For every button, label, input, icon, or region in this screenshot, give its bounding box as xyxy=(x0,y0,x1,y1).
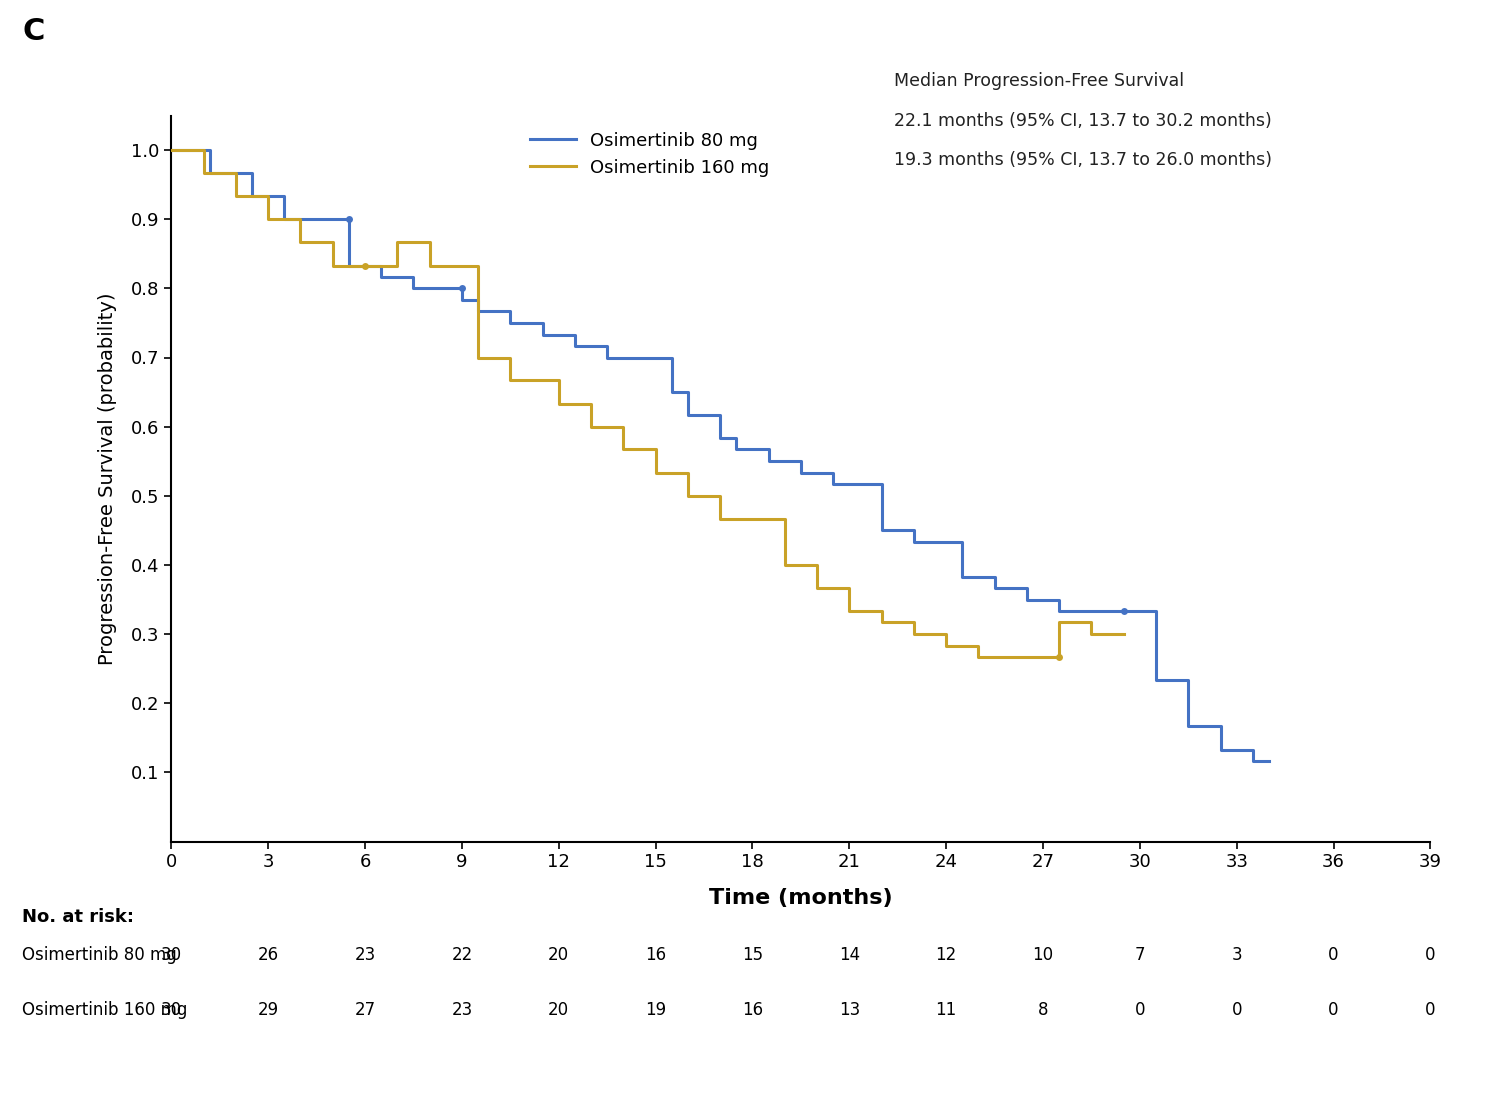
Text: 22: 22 xyxy=(451,946,472,964)
Y-axis label: Progression-Free Survival (probability): Progression-Free Survival (probability) xyxy=(98,293,118,664)
Text: 14: 14 xyxy=(839,946,860,964)
Text: No. at risk:: No. at risk: xyxy=(22,908,134,925)
Text: 19: 19 xyxy=(645,1001,666,1019)
Text: 20: 20 xyxy=(548,1001,569,1019)
Text: 0: 0 xyxy=(1231,1001,1243,1019)
Text: Osimertinib 160 mg: Osimertinib 160 mg xyxy=(22,1001,188,1019)
Text: 26: 26 xyxy=(258,946,279,964)
Text: 23: 23 xyxy=(451,1001,472,1019)
Text: 7: 7 xyxy=(1134,946,1146,964)
Text: 0: 0 xyxy=(1328,1001,1340,1019)
Text: 22.1 months (95% CI, 13.7 to 30.2 months): 22.1 months (95% CI, 13.7 to 30.2 months… xyxy=(894,112,1272,130)
Text: Median Progression-Free Survival: Median Progression-Free Survival xyxy=(894,72,1185,89)
Text: 16: 16 xyxy=(645,946,666,964)
Text: 12: 12 xyxy=(936,946,957,964)
Text: 27: 27 xyxy=(355,1001,375,1019)
Text: 0: 0 xyxy=(1134,1001,1146,1019)
Text: 29: 29 xyxy=(258,1001,279,1019)
Text: 10: 10 xyxy=(1033,946,1053,964)
Text: 0: 0 xyxy=(1328,946,1340,964)
Text: 13: 13 xyxy=(839,1001,860,1019)
Text: 15: 15 xyxy=(742,946,763,964)
Text: 30: 30 xyxy=(161,946,182,964)
Text: C: C xyxy=(22,16,45,45)
Text: 30: 30 xyxy=(161,1001,182,1019)
Text: 11: 11 xyxy=(936,1001,957,1019)
Text: 16: 16 xyxy=(742,1001,763,1019)
Text: 20: 20 xyxy=(548,946,569,964)
Legend: Osimertinib 80 mg, Osimertinib 160 mg: Osimertinib 80 mg, Osimertinib 160 mg xyxy=(523,124,776,184)
Text: 23: 23 xyxy=(355,946,375,964)
Text: 3: 3 xyxy=(1231,946,1243,964)
Text: 8: 8 xyxy=(1037,1001,1049,1019)
Text: 0: 0 xyxy=(1424,1001,1436,1019)
Text: 19.3 months (95% CI, 13.7 to 26.0 months): 19.3 months (95% CI, 13.7 to 26.0 months… xyxy=(894,151,1272,168)
X-axis label: Time (months): Time (months) xyxy=(709,888,893,907)
Text: 0: 0 xyxy=(1424,946,1436,964)
Text: Osimertinib 80 mg: Osimertinib 80 mg xyxy=(22,946,177,964)
